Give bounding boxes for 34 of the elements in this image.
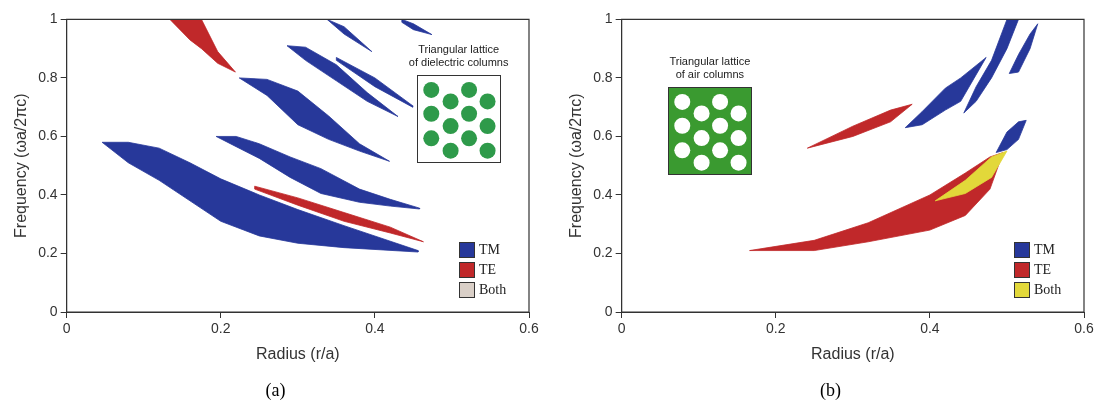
y-tick-label: 0.8 bbox=[593, 68, 613, 85]
x-tick-label: 0 bbox=[62, 320, 71, 337]
y-axis-title: Frequency (ωa/2πc) bbox=[12, 93, 30, 238]
x-axis-title: Radius (r/a) bbox=[811, 344, 895, 362]
y-tick-label: 0 bbox=[604, 302, 613, 319]
annotation: Triangular lattice of dielectric columns bbox=[408, 42, 509, 69]
y-tick-label: 0.6 bbox=[593, 127, 613, 144]
legend-label: TM bbox=[1034, 241, 1055, 259]
y-tick-label: 1 bbox=[49, 10, 58, 27]
y-axis-title: Frequency (ωa/2πc) bbox=[567, 93, 585, 238]
x-tick-label: 0.6 bbox=[519, 320, 539, 337]
x-tick-label: 0.2 bbox=[766, 320, 786, 337]
text: (a) bbox=[264, 380, 287, 401]
legend-label: Both bbox=[479, 281, 507, 299]
y-tick-label: 0.2 bbox=[593, 244, 613, 261]
legend-label: Both bbox=[1034, 281, 1062, 299]
text: (b) bbox=[819, 380, 842, 401]
x-tick-label: 0.6 bbox=[1074, 320, 1094, 337]
annotation: Triangular lattice of air columns bbox=[669, 54, 751, 81]
y-tick-label: 0.6 bbox=[38, 127, 58, 144]
y-tick-label: 1 bbox=[604, 10, 613, 27]
legend-label: TE bbox=[479, 261, 497, 279]
legend-label: TE bbox=[1034, 261, 1052, 279]
x-tick-label: 0.4 bbox=[365, 320, 385, 337]
x-tick-label: 0.4 bbox=[920, 320, 940, 337]
y-tick-label: 0.2 bbox=[38, 244, 58, 261]
x-tick-label: 0 bbox=[617, 320, 626, 337]
y-tick-label: 0.4 bbox=[38, 185, 58, 202]
y-tick-label: 0.4 bbox=[593, 185, 613, 202]
x-tick-label: 0.2 bbox=[211, 320, 231, 337]
y-tick-label: 0 bbox=[49, 302, 58, 319]
legend-label: TM bbox=[479, 241, 500, 259]
y-tick-label: 0.8 bbox=[38, 68, 58, 85]
x-axis-title: Radius (r/a) bbox=[256, 344, 340, 362]
